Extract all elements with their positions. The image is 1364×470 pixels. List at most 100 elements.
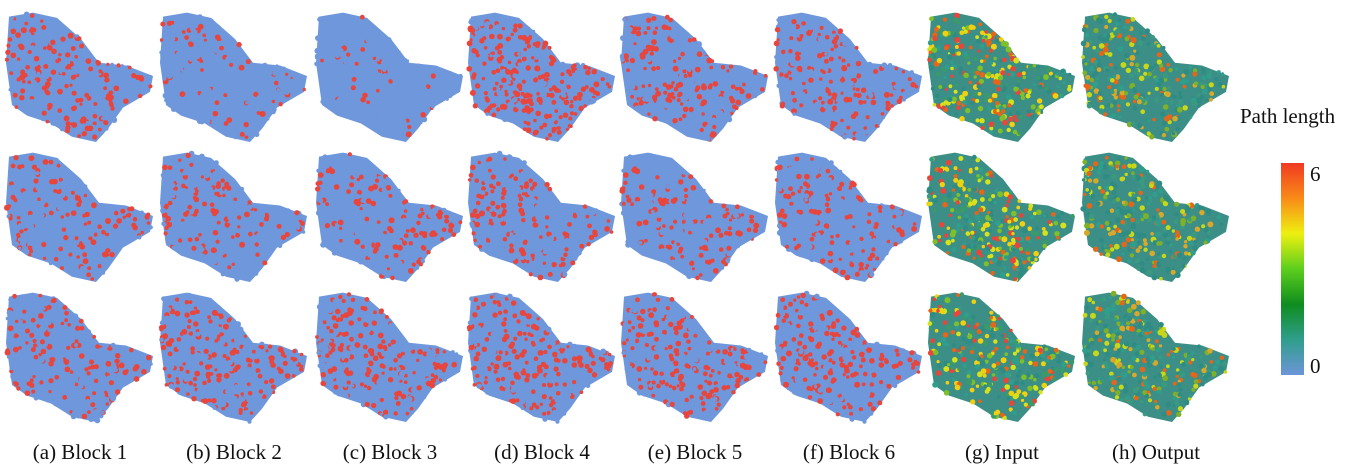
point [366, 100, 370, 105]
point [98, 255, 103, 260]
point [554, 109, 558, 113]
point [339, 348, 344, 353]
point [503, 333, 510, 340]
point [212, 229, 219, 236]
point [217, 69, 223, 75]
point [386, 246, 390, 251]
point [675, 233, 680, 238]
point [364, 317, 371, 324]
point [663, 104, 669, 109]
point [641, 73, 645, 78]
point [814, 101, 821, 108]
point [132, 216, 138, 222]
point [79, 102, 83, 106]
point [37, 299, 41, 304]
point [192, 202, 199, 209]
point [10, 61, 15, 66]
point [100, 410, 105, 415]
point [695, 115, 701, 121]
point [208, 234, 213, 240]
point [666, 75, 670, 79]
point [108, 380, 114, 386]
point [163, 231, 168, 236]
point [802, 231, 807, 237]
point [801, 21, 806, 26]
point [578, 372, 584, 379]
point [360, 244, 365, 249]
point [526, 259, 530, 264]
point [547, 113, 553, 119]
point [504, 89, 508, 94]
point [29, 183, 34, 187]
point [202, 380, 207, 386]
point [346, 52, 351, 57]
point [74, 236, 79, 241]
point [651, 189, 656, 195]
point [752, 227, 759, 233]
point [495, 235, 501, 242]
point [561, 411, 567, 416]
point [344, 82, 350, 88]
point [20, 294, 24, 298]
point [227, 91, 231, 96]
point [136, 356, 141, 361]
point [542, 246, 548, 252]
point [520, 405, 525, 410]
point [392, 244, 399, 250]
point [408, 346, 413, 351]
point [722, 349, 728, 355]
point [472, 208, 478, 214]
point [651, 380, 656, 385]
point [317, 321, 324, 328]
point [638, 240, 643, 245]
point [24, 96, 29, 101]
point [91, 111, 96, 115]
point [513, 176, 519, 182]
point [44, 252, 50, 257]
point [501, 77, 507, 83]
point [801, 156, 806, 160]
point [19, 229, 24, 234]
point [472, 63, 479, 69]
point [588, 351, 593, 356]
point [199, 42, 203, 46]
point [199, 245, 203, 249]
point [479, 38, 485, 44]
point [148, 225, 153, 230]
point [253, 91, 259, 98]
point [636, 75, 640, 80]
point [39, 380, 44, 385]
point [231, 395, 238, 402]
point [84, 367, 89, 372]
point [500, 255, 506, 260]
point [210, 92, 215, 98]
point [209, 215, 215, 221]
point [250, 251, 256, 257]
point [881, 115, 886, 119]
point [648, 228, 653, 233]
point [488, 168, 492, 173]
point [481, 186, 486, 192]
point [532, 188, 539, 194]
point [362, 92, 368, 99]
point [364, 109, 370, 116]
point [76, 129, 81, 133]
point [478, 244, 482, 249]
point [521, 79, 527, 84]
point [519, 255, 525, 261]
point [850, 113, 857, 120]
point [474, 343, 478, 347]
point [563, 239, 567, 243]
point [378, 130, 383, 136]
point [662, 82, 668, 87]
point [541, 394, 547, 400]
point [576, 355, 581, 360]
point [740, 213, 745, 217]
point [583, 354, 589, 360]
point [379, 308, 384, 314]
point [774, 178, 779, 182]
point [386, 397, 390, 402]
point [357, 247, 363, 253]
point [506, 36, 512, 41]
point [93, 263, 98, 269]
